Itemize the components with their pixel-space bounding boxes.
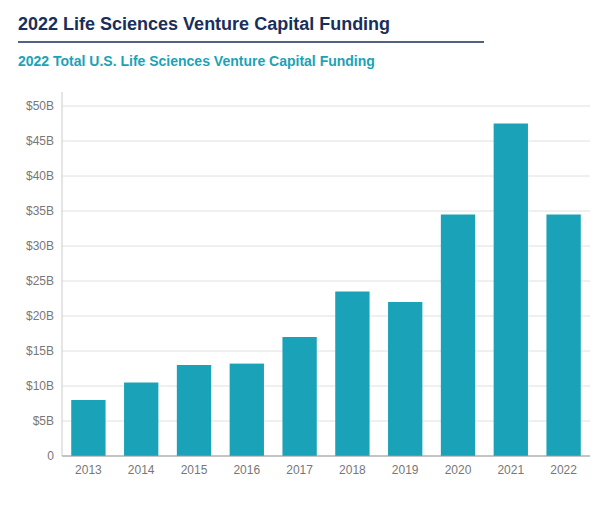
bar <box>546 215 580 457</box>
y-tick-label: $50B <box>26 99 54 113</box>
x-tick-label: 2021 <box>497 463 524 477</box>
bar <box>494 124 528 457</box>
y-tick-label: $20B <box>26 309 54 323</box>
y-tick-label: $15B <box>26 344 54 358</box>
x-tick-label: 2013 <box>75 463 102 477</box>
grid-line <box>62 456 590 457</box>
bar <box>441 215 475 457</box>
x-tick-label: 2020 <box>445 463 472 477</box>
x-tick-label: 2019 <box>392 463 419 477</box>
bar <box>282 337 316 456</box>
bar <box>388 302 422 456</box>
x-tick-label: 2016 <box>233 463 260 477</box>
bar <box>230 364 264 456</box>
x-tick-label: 2022 <box>550 463 577 477</box>
y-tick-label: $40B <box>26 169 54 183</box>
y-tick-label: $10B <box>26 379 54 393</box>
title: 2022 Life Sciences Venture Capital Fundi… <box>18 14 390 34</box>
x-tick-label: 2015 <box>181 463 208 477</box>
bar <box>177 365 211 456</box>
bar <box>71 400 105 456</box>
bar <box>335 292 369 457</box>
bar <box>124 383 158 457</box>
x-tick-label: 2014 <box>128 463 155 477</box>
y-tick-label: $45B <box>26 134 54 148</box>
chart: 2022 Life Sciences Venture Capital Fundi… <box>0 0 605 508</box>
subtitle: 2022 Total U.S. Life Sciences Venture Ca… <box>18 53 375 69</box>
title-underline <box>18 41 484 43</box>
y-axis-line <box>62 92 63 456</box>
bars <box>71 124 581 457</box>
grid-line <box>62 106 590 107</box>
x-axis-line <box>62 456 590 457</box>
x-axis: 2013 2014 2015 2016 2017 2018 2019 2020 2021 2022 <box>75 463 577 477</box>
x-tick-label: 2018 <box>339 463 366 477</box>
y-tick-label: $30B <box>26 239 54 253</box>
y-axis: 0 $5B $10B $15B $20B $25B $30B $35B $40B $45B $50B <box>26 99 590 463</box>
x-tick-label: 2017 <box>286 463 313 477</box>
y-tick-label: $35B <box>26 204 54 218</box>
y-tick-label: $25B <box>26 274 54 288</box>
y-tick-label: $5B <box>33 414 54 428</box>
y-tick-label: 0 <box>47 449 54 463</box>
